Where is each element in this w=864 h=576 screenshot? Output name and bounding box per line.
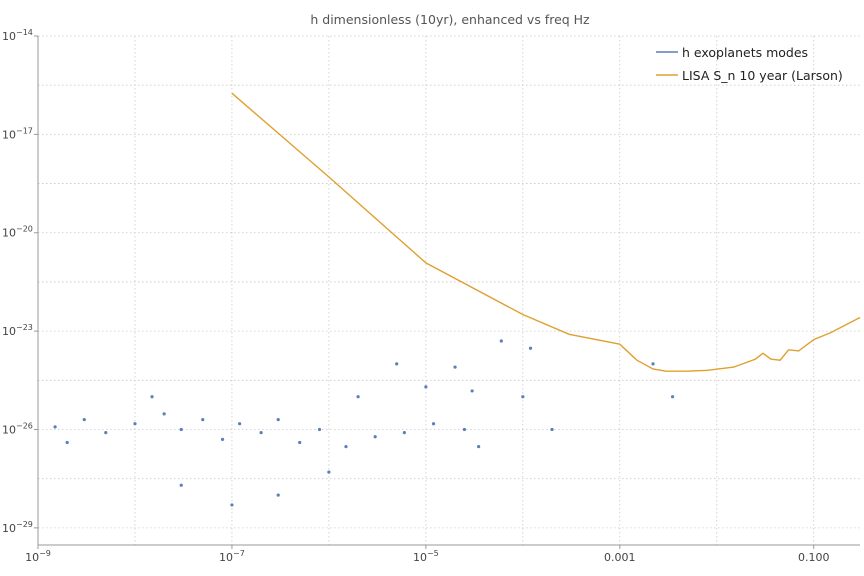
scatter-point-24 [150,395,154,399]
x-tick-label-4: 0.100 [798,551,830,564]
scatter-point-19 [477,445,481,449]
scatter-point-11 [276,418,280,422]
scatter-point-7 [201,418,205,422]
axes-frame [37,36,860,546]
y-tick-labels: 10−14 10−17 10−20 10−23 10−26 10−29 [2,28,38,535]
series-lisa-sensitivity [231,92,861,372]
scatter-point-28 [453,365,457,369]
scatter-point-1 [53,425,57,429]
y-tick-label-2: 10−20 [2,225,33,240]
scatter-point-22 [276,493,280,497]
scatter-point-12 [298,440,302,445]
scatter-point-34 [528,346,533,350]
y-tick-label-0: 10−14 [2,28,33,43]
x-tick-labels: 10−9 10−7 10−5 0.001 0.100 [25,545,829,564]
grid-lines [37,35,860,545]
legend: h exoplanets modes LISA S_n 10 year (Lar… [656,45,843,83]
series-exoplanet-modes [53,339,675,507]
scatter-point-33 [670,395,675,399]
scatter-point-4 [133,422,137,426]
y-tick-label-1: 10−17 [2,126,33,141]
scatter-point-8 [220,437,225,441]
y-tick-label-4: 10−26 [2,421,33,436]
scatter-point-26 [395,362,399,366]
scatter-point-31 [521,395,525,399]
scatter-point-15 [373,435,377,439]
legend-label-exoplanets: h exoplanets modes [682,45,808,60]
scatter-point-9 [238,422,242,426]
legend-label-lisa: LISA S_n 10 year (Larson) [682,68,843,83]
y-tick-label-3: 10−23 [2,323,33,338]
x-tick-label-3: 0.001 [604,551,636,564]
scatter-point-3 [104,431,108,435]
scatter-point-27 [424,385,428,389]
scatter-point-18 [462,427,467,432]
scatter-point-14 [344,445,348,449]
scatter-point-10 [259,431,263,435]
scatter-point-16 [402,431,406,435]
scatter-point-6 [179,427,183,432]
scatter-point-21 [179,483,183,487]
lisa-sensitivity-curve [231,92,861,372]
scatter-point-29 [550,427,554,432]
y-tick-label-5: 10−29 [2,520,33,535]
scatter-point-30 [499,339,503,343]
scatter-point-17 [431,422,436,426]
scatter-point-5 [162,412,166,416]
scatter-point-13 [317,427,322,432]
scatter-point-32 [651,362,655,366]
scatter-point-0 [65,440,69,445]
x-tick-label-1: 10−7 [219,549,245,564]
scatter-point-25 [356,395,360,399]
scatter-point-23 [327,470,331,474]
scatter-point-2 [82,418,86,422]
scatter-point-35 [470,389,474,393]
chart-title: h dimensionless (10yr), enhanced vs freq… [310,12,590,27]
x-tick-label-2: 10−5 [413,549,439,564]
scatter-point-20 [230,503,234,507]
x-tick-label-0: 10−9 [25,549,51,564]
